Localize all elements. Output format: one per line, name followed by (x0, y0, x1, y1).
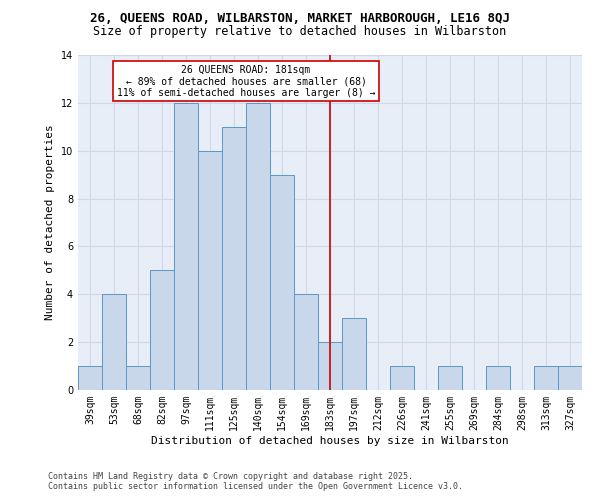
Text: 26 QUEENS ROAD: 181sqm
← 89% of detached houses are smaller (68)
11% of semi-det: 26 QUEENS ROAD: 181sqm ← 89% of detached… (117, 64, 375, 98)
Bar (558, 366, 582, 390)
Bar (78, 366, 102, 390)
Text: Contains HM Land Registry data © Crown copyright and database right 2025.
Contai: Contains HM Land Registry data © Crown c… (48, 472, 463, 491)
Bar (102, 294, 126, 390)
Bar (318, 342, 342, 390)
Bar (150, 270, 174, 390)
Text: Size of property relative to detached houses in Wilbarston: Size of property relative to detached ho… (94, 25, 506, 38)
Bar (342, 318, 366, 390)
Bar (198, 150, 222, 390)
Bar (486, 366, 510, 390)
Text: 26, QUEENS ROAD, WILBARSTON, MARKET HARBOROUGH, LE16 8QJ: 26, QUEENS ROAD, WILBARSTON, MARKET HARB… (90, 12, 510, 26)
Bar (126, 366, 150, 390)
Bar (270, 174, 294, 390)
Bar (222, 127, 246, 390)
Bar (174, 103, 198, 390)
Bar (246, 103, 270, 390)
Bar (390, 366, 414, 390)
Bar (534, 366, 558, 390)
Bar (294, 294, 318, 390)
Bar (438, 366, 462, 390)
X-axis label: Distribution of detached houses by size in Wilbarston: Distribution of detached houses by size … (151, 436, 509, 446)
Y-axis label: Number of detached properties: Number of detached properties (45, 124, 55, 320)
